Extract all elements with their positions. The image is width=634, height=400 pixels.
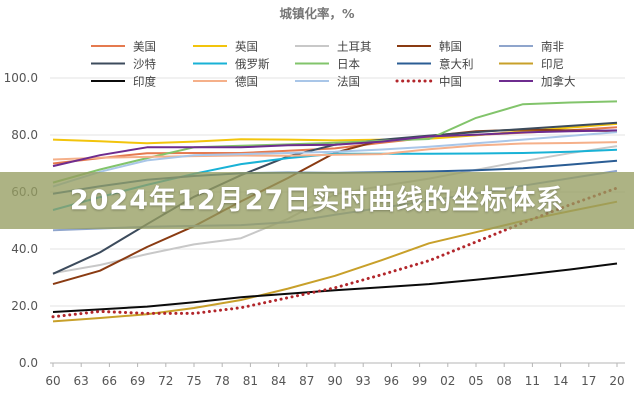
y-tick-label-5: 100.0 xyxy=(4,71,38,85)
legend-item-12: 法国 xyxy=(295,75,360,89)
x-tick-label-12: 96 xyxy=(384,374,399,388)
x-tick-label-14: 02 xyxy=(440,374,455,388)
legend-label-5: 沙特 xyxy=(133,57,156,71)
series-line-10 xyxy=(52,262,618,313)
x-tick-label-3: 69 xyxy=(130,374,145,388)
legend-item-2: 土耳其 xyxy=(295,40,372,54)
x-tick-label-8: 84 xyxy=(271,374,286,388)
x-tick-label-13: 99 xyxy=(412,374,427,388)
legend-label-2: 土耳其 xyxy=(337,40,372,54)
x-tick-label-16: 08 xyxy=(497,374,512,388)
legend-item-1: 英国 xyxy=(193,40,258,54)
x-tick-label-10: 90 xyxy=(327,374,342,388)
legend-item-6: 俄罗斯 xyxy=(193,57,270,71)
legend-label-0: 美国 xyxy=(133,40,156,54)
x-tick-label-18: 14 xyxy=(553,374,568,388)
x-tick-label-7: 81 xyxy=(243,374,258,388)
x-tick-label-1: 63 xyxy=(74,374,89,388)
legend-label-9: 印尼 xyxy=(541,57,564,71)
banner-text: 2024年12月27日实时曲线的坐标体系 xyxy=(69,185,565,216)
series-line-7 xyxy=(52,100,618,184)
legend-label-8: 意大利 xyxy=(439,57,474,71)
x-tick-label-17: 11 xyxy=(525,374,540,388)
legend-label-3: 韩国 xyxy=(439,40,462,54)
legend-item-8: 意大利 xyxy=(397,57,474,71)
legend-item-5: 沙特 xyxy=(91,57,156,71)
x-tick-label-11: 93 xyxy=(356,374,371,388)
series-line-14 xyxy=(52,129,618,168)
overlay-banner: 2024年12月27日实时曲线的坐标体系 xyxy=(0,172,634,229)
x-tick-label-4: 72 xyxy=(158,374,173,388)
legend-item-0: 美国 xyxy=(91,40,156,54)
legend-label-11: 德国 xyxy=(235,75,258,89)
legend-label-1: 英国 xyxy=(235,40,258,54)
x-tick-label-15: 05 xyxy=(468,374,483,388)
y-tick-label-4: 80.0 xyxy=(11,128,38,142)
x-tick-label-2: 66 xyxy=(102,374,117,388)
legend-item-7: 日本 xyxy=(295,57,360,71)
legend-item-14: 加拿大 xyxy=(499,75,576,89)
legend-label-7: 日本 xyxy=(337,57,360,71)
x-tick-label-6: 78 xyxy=(215,374,230,388)
x-tick-label-0: 60 xyxy=(45,374,60,388)
legend-item-10: 印度 xyxy=(91,75,156,89)
legend-label-4: 南非 xyxy=(541,40,564,54)
x-axis: 60 63 66 69 72 75 78 81 84 87 90 93 96 99 02 05 08 11 14 17… xyxy=(45,362,625,388)
x-tick-label-5: 75 xyxy=(186,374,201,388)
series-line-11 xyxy=(52,141,618,161)
legend-label-14: 加拿大 xyxy=(541,75,576,89)
y-tick-label-2: 40.0 xyxy=(11,242,38,256)
x-tick-label-20: 20 xyxy=(609,374,624,388)
series-line-1 xyxy=(52,122,618,145)
legend-label-6: 俄罗斯 xyxy=(235,57,270,71)
y-tick-label-1: 20.0 xyxy=(11,299,38,313)
legend-item-3: 韩国 xyxy=(397,40,462,54)
legend-item-4: 南非 xyxy=(499,40,564,54)
legend-item-9: 印尼 xyxy=(499,57,564,71)
legend-label-10: 印度 xyxy=(133,75,156,89)
legend-label-13: 中国 xyxy=(439,75,462,89)
legend-label-12: 法国 xyxy=(337,75,360,89)
x-tick-label-9: 87 xyxy=(299,374,314,388)
x-tick-label-19: 17 xyxy=(581,374,596,388)
series-line-13 xyxy=(51,186,619,319)
series-line-12 xyxy=(52,131,618,188)
legend-item-11: 德国 xyxy=(193,75,258,89)
legend-item-13: 中国 xyxy=(395,75,462,89)
y-tick-label-0: 0.0 xyxy=(19,356,38,370)
chart-title: 城镇化率，% xyxy=(279,6,355,21)
